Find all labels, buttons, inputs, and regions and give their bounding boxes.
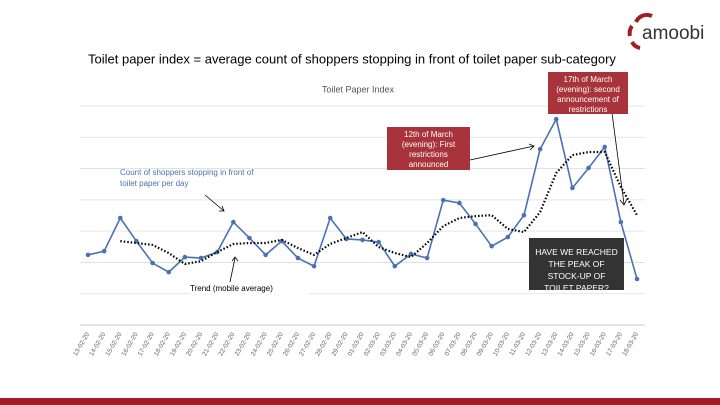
- point: [473, 221, 478, 227]
- logo-icon: [627, 12, 653, 50]
- heading: Toilet paper index = average count of sh…: [88, 51, 616, 66]
- point: [602, 144, 608, 150]
- point: [521, 212, 527, 218]
- trend-label: Trend (mobile average): [190, 283, 310, 294]
- point: [295, 255, 301, 261]
- point: [263, 252, 268, 258]
- point: [634, 276, 640, 282]
- series-line: [120, 150, 638, 266]
- point: [440, 197, 446, 203]
- point: [166, 269, 172, 275]
- point: [231, 219, 236, 225]
- point: [505, 234, 511, 240]
- point: [392, 263, 398, 269]
- point: [618, 219, 624, 225]
- point: [327, 215, 333, 221]
- point: [182, 254, 188, 260]
- x-tick-label: 18-03-20: [621, 331, 640, 357]
- point: [150, 260, 155, 266]
- point: [117, 215, 123, 221]
- footer-bar: [0, 398, 720, 405]
- point: [553, 116, 559, 122]
- point: [376, 239, 381, 245]
- annotation: HAVE WE REACHED THE PEAK OF STOCK-UP OF …: [529, 238, 624, 293]
- point: [489, 243, 494, 249]
- arrows: [204, 112, 628, 283]
- logo: amoobi: [642, 23, 704, 44]
- point: [586, 165, 591, 171]
- annotation: 12th of March (evening): First restricti…: [387, 127, 470, 170]
- point: [247, 235, 252, 241]
- series-label: Count of shoppers stopping in front of t…: [120, 168, 254, 188]
- annotation: 17th of March (evening): second announce…: [548, 72, 628, 114]
- point: [570, 185, 575, 191]
- point: [85, 252, 91, 258]
- point: [101, 248, 107, 254]
- point: [424, 255, 430, 261]
- point: [360, 237, 365, 243]
- point: [198, 255, 204, 261]
- chart-title: Toilet Paper Index: [322, 84, 395, 94]
- point: [311, 263, 317, 269]
- point: [457, 200, 462, 206]
- point: [537, 146, 543, 152]
